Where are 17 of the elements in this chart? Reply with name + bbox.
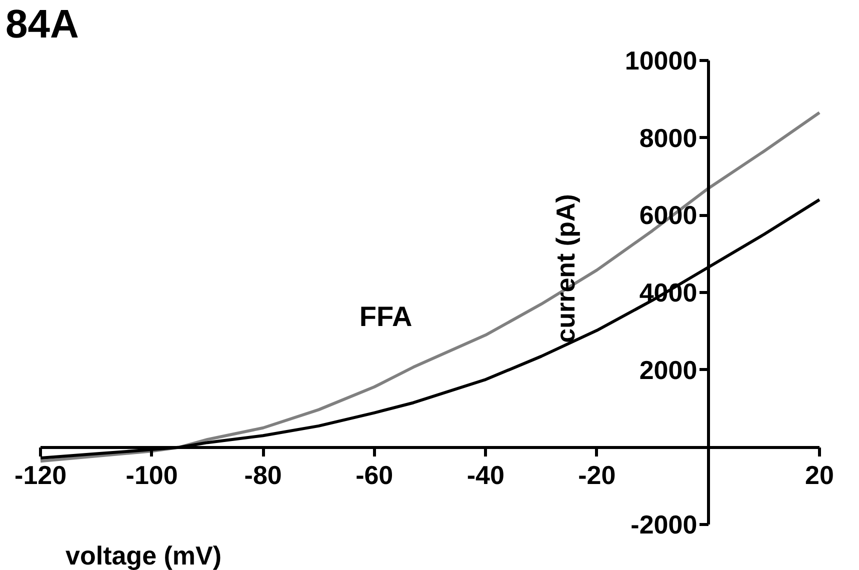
x-tick-label: 20 <box>804 460 834 490</box>
y-tick-label: -2000 <box>630 510 698 540</box>
y-tick-label: 6000 <box>639 200 698 230</box>
x-tick-label: -100 <box>126 460 178 490</box>
chart-title: 84A <box>6 2 79 46</box>
x-tick-label: -120 <box>14 460 67 490</box>
y-axis-title: current (pA) <box>550 194 580 343</box>
series-label: FFA <box>359 300 412 332</box>
y-tick-label: 2000 <box>639 354 698 385</box>
y-tick-label: 10000 <box>624 45 698 76</box>
x-tick-label: -40 <box>466 460 504 490</box>
y-tick-label: 8000 <box>639 122 698 153</box>
x-tick-label: -20 <box>578 460 616 490</box>
x-tick-label: -80 <box>244 460 282 490</box>
x-axis-title: voltage (mV) <box>66 540 222 570</box>
line-series <box>39 111 821 463</box>
x-tick-label: -60 <box>356 460 394 490</box>
